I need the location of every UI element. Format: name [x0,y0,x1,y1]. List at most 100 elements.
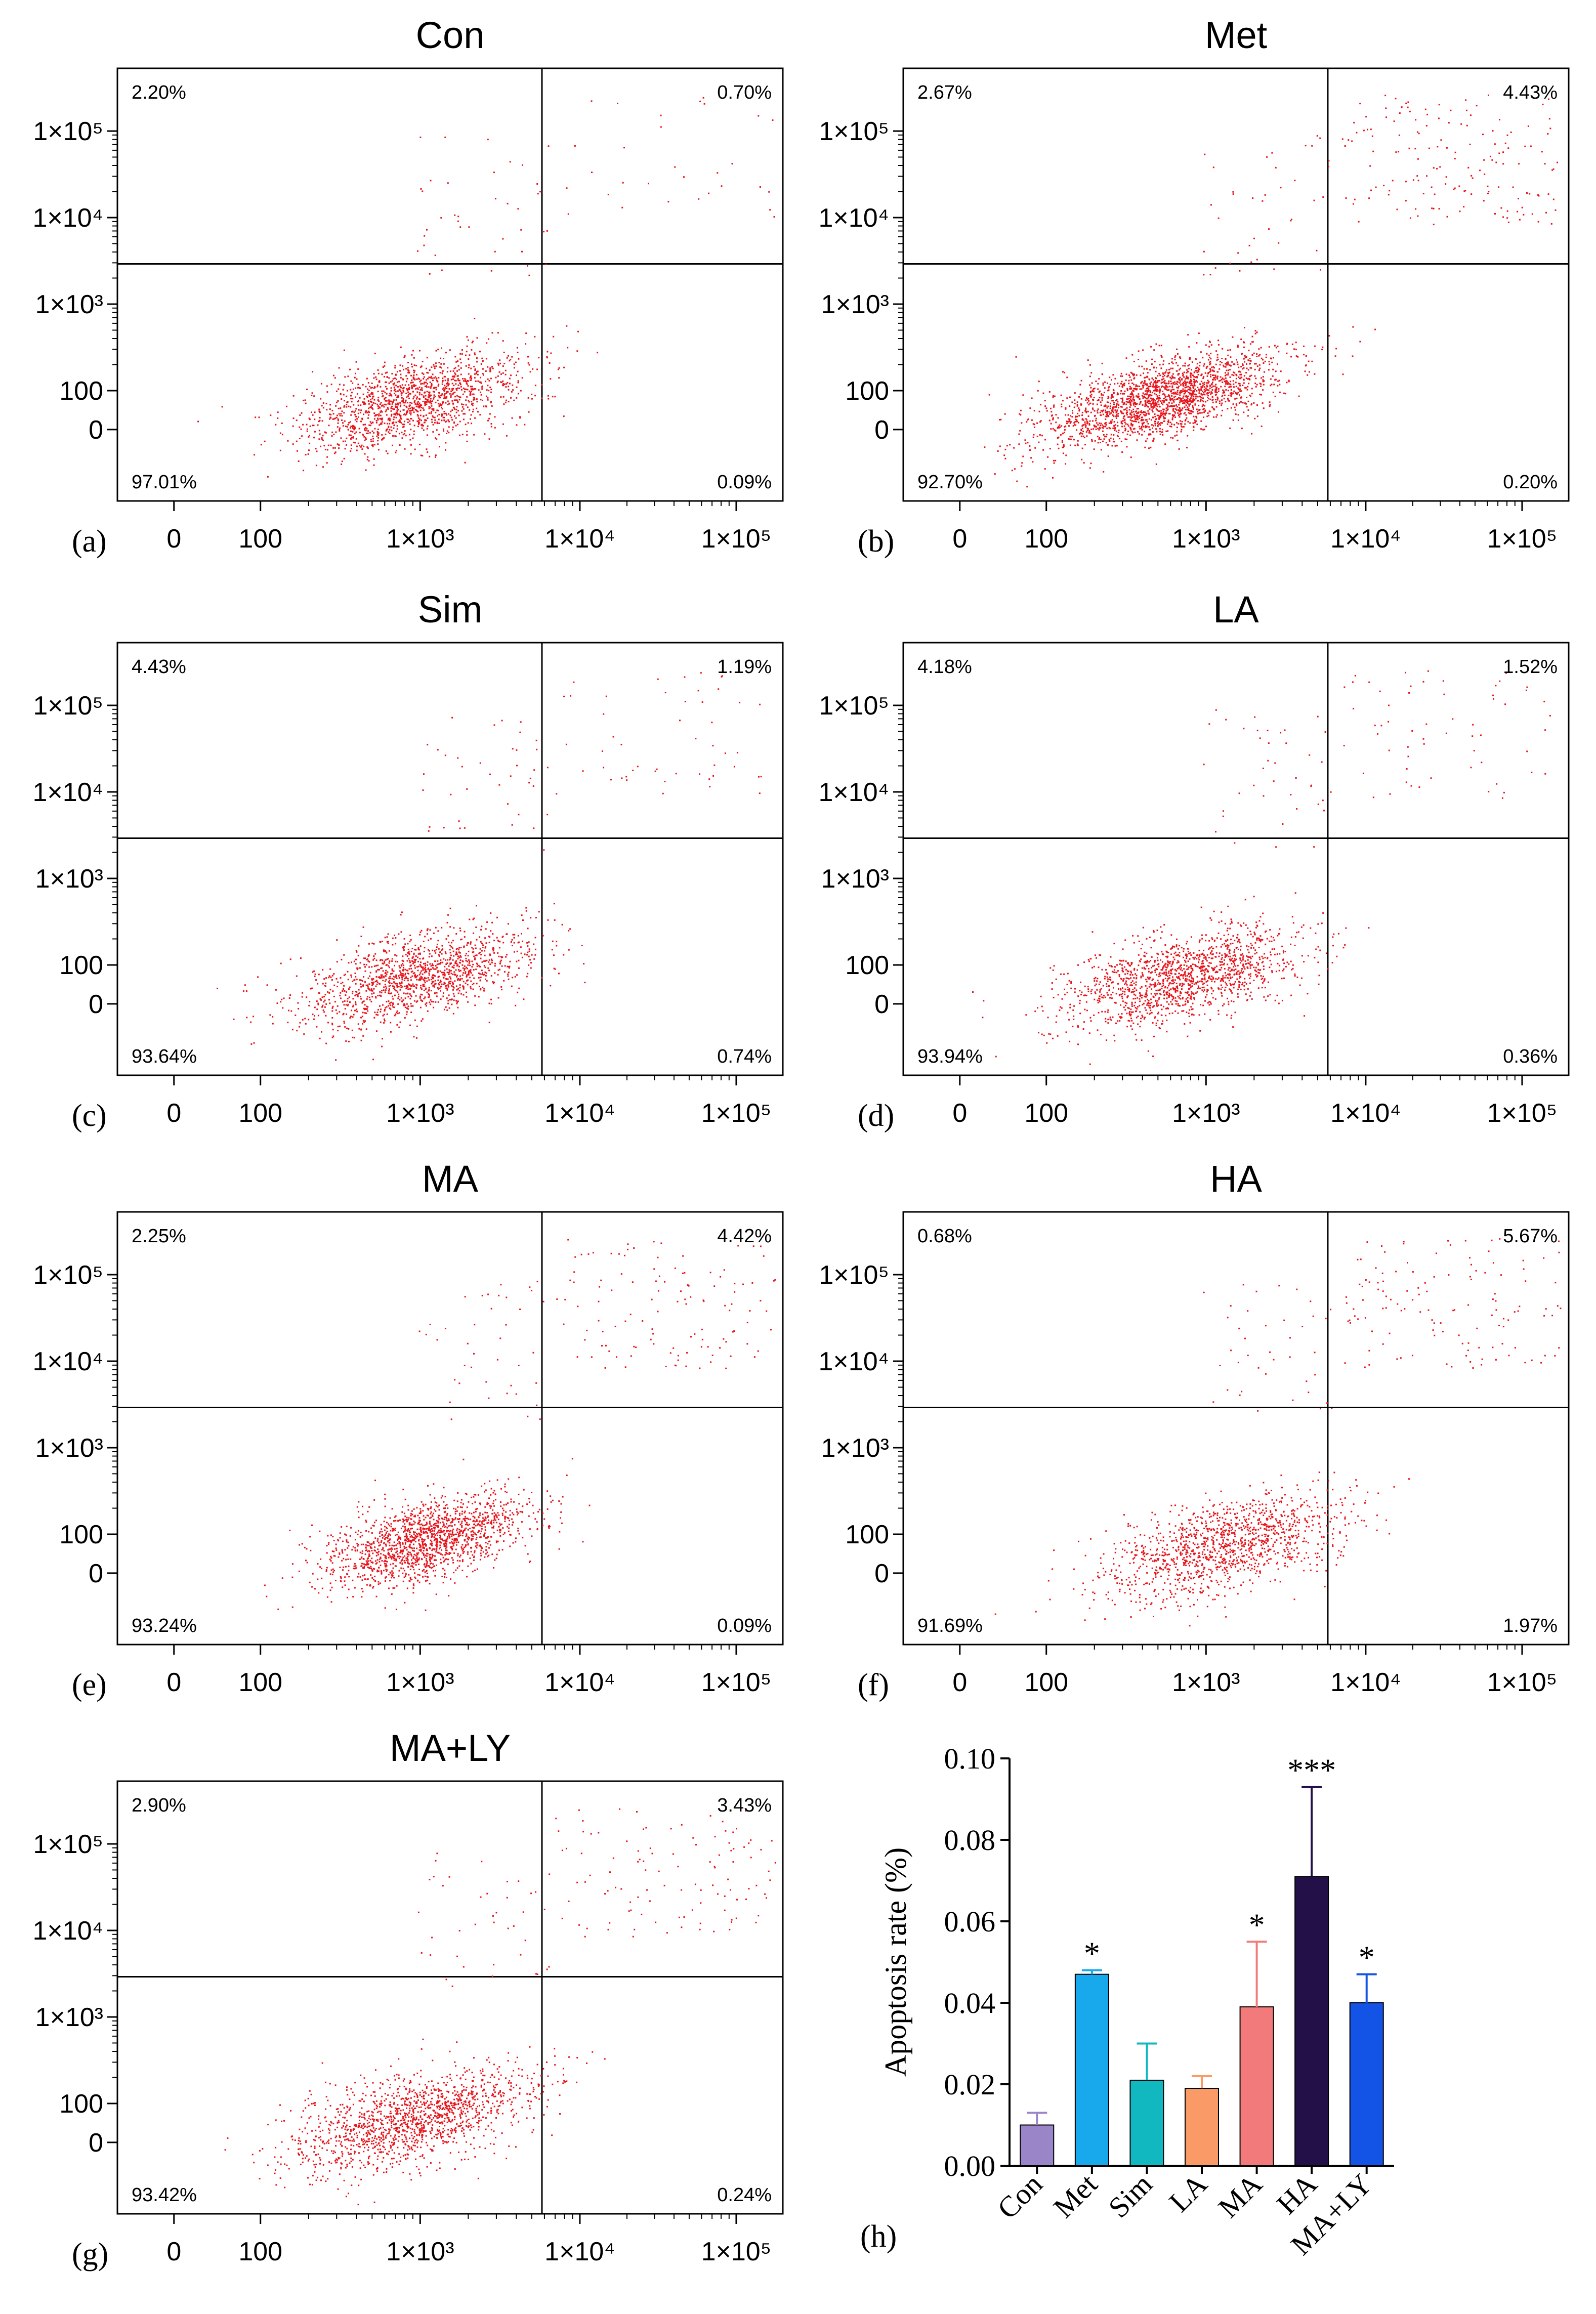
x-tick-label: 1×10⁴ [544,2237,615,2266]
y-tick-label: 0 [874,1559,889,1588]
x-tick-label: 0 [952,1668,967,1697]
quadrant-ur-percent: 0.70% [717,82,772,103]
panel-letter: (h) [860,2219,897,2254]
y-tick-label: 1×10³ [35,290,103,319]
bar-sim [1129,2079,1164,2167]
x-tick-label: 1×10³ [386,524,454,554]
y-tick-label: 1×10³ [821,290,889,319]
y-tick-label: 100 [59,951,103,980]
quadrant-lr-percent: 0.09% [717,472,772,493]
y-tick-label: 1×10³ [35,2003,103,2032]
event-dots [966,94,1558,488]
event-dots-path [972,670,1551,1065]
flow-panel-e: MA 2.25% 4.42% 93.24% 0.09% 1×10⁵ 1×10⁴ 1×10³ 10… [33,1158,784,1702]
bar-y-tick-label: 0.02 [944,2068,996,2101]
quadrant-lr-percent: 0.09% [717,1615,772,1636]
y-tick-label: 1×10⁴ [819,1347,889,1376]
y-tick-label: 1×10⁵ [819,117,889,146]
x-tick-label: 0 [166,1668,181,1697]
bar-category-label: MA [1212,2167,1269,2224]
panel-letter: (f) [858,1668,889,1702]
flow-panel-a: Con 2.20% 0.70% 97.01% 0.09% 1×10⁵ 1×10⁴ 1×10³ 1… [33,14,784,559]
quadrant-ll-percent: 93.94% [917,1046,983,1067]
x-tick-label: 1×10⁴ [1330,1668,1401,1697]
flow-panel-d: LA 4.18% 1.52% 93.94% 0.36% 1×10⁵ 1×10⁴ 1×10³ 10… [819,588,1570,1133]
quadrant-lr-percent: 0.74% [717,1046,772,1067]
x-tick-label: 100 [1024,1668,1068,1697]
plot-frame [116,1780,784,2215]
plot-frame [116,1211,784,1646]
quadrant-ur-percent: 1.19% [717,656,772,678]
significance-mark: * [1249,1907,1265,1943]
plot-frame [902,1211,1570,1646]
quadrant-ur-percent: 1.52% [1503,656,1558,678]
event-dots [197,97,775,478]
bar-ma [1239,2006,1274,2167]
quadrant-ur-percent: 4.43% [1503,82,1558,103]
y-tick-label: 1×10⁴ [33,203,103,233]
event-dots-path [217,672,762,1061]
panel-letter: (d) [858,1099,894,1133]
event-dots [217,672,762,1061]
x-tick-label: 1×10⁴ [544,524,615,554]
y-tick-label: 1×10⁵ [33,117,103,146]
quadrant-ul-percent: 2.25% [132,1226,186,1247]
bar-y-tick-label: 0.00 [944,2150,996,2182]
y-tick-label: 1×10³ [821,1434,889,1463]
y-tick-label: 1×10⁴ [33,778,103,807]
x-tick-label: 100 [1024,524,1068,554]
event-dots [972,670,1551,1065]
event-dots-path [197,97,775,478]
panel-letter: (e) [72,1668,107,1702]
y-tick-label: 100 [59,1520,103,1549]
x-tick-label: 0 [952,1099,967,1128]
y-tick-label: 0 [89,415,103,445]
quadrant-ur-percent: 5.67% [1503,1226,1558,1247]
x-tick-label: 1×10⁴ [1330,1099,1401,1128]
quadrant-ll-percent: 93.24% [132,1615,197,1636]
bar-category-label: Met [1047,2167,1104,2224]
y-tick-label: 100 [59,2089,103,2119]
quadrant-ll-percent: 97.01% [132,472,197,493]
quadrant-ul-percent: 4.43% [132,656,186,678]
x-tick-label: 1×10⁵ [701,2237,772,2266]
x-tick-label: 100 [238,524,282,554]
bar-category-label: Con [991,2167,1048,2225]
quadrant-ul-percent: 4.18% [917,656,972,678]
x-tick-label: 1×10³ [1172,524,1240,554]
event-dots-path [224,1808,776,2206]
flow-panel-c: Sim 4.43% 1.19% 93.64% 0.74% 1×10⁵ 1×10⁴ 1×10³ 1… [33,588,784,1133]
x-tick-label: 0 [166,2237,181,2266]
quadrant-lr-percent: 1.97% [1503,1615,1558,1636]
panel-title: MA+LY [390,1727,511,1769]
bar-y-tick-label: 0.10 [944,1742,996,1775]
y-tick-label: 1×10⁵ [33,1830,103,1859]
panel-title: Con [416,14,485,56]
x-tick-label: 1×10⁵ [701,524,772,554]
bar-y-tick-label: 0.06 [944,1905,996,1938]
x-tick-label: 100 [238,1099,282,1128]
bar-ma-ly [1349,2002,1384,2166]
plot-frame [116,67,784,502]
event-dots-path [966,94,1558,488]
y-tick-label: 1×10⁴ [819,778,889,807]
bar-category-label: LA [1163,2167,1214,2218]
y-tick-label: 1×10⁴ [33,1347,103,1376]
event-dots-path [994,1238,1562,1627]
x-tick-label: 1×10³ [386,2237,454,2266]
y-tick-label: 1×10⁵ [819,691,889,721]
y-tick-label: 1×10⁵ [33,691,103,721]
event-dots [224,1808,776,2206]
panel-letter: (a) [72,524,107,559]
bar-y-tick-label: 0.04 [944,1987,996,2020]
event-dots [264,1239,776,1611]
y-tick-label: 1×10³ [821,864,889,894]
panel-letter: (g) [72,2237,108,2271]
event-dots [994,1238,1562,1627]
panel-title: LA [1213,588,1259,630]
panel-title: Sim [418,588,482,630]
y-tick-label: 100 [59,376,103,406]
y-tick-label: 0 [89,1559,103,1588]
y-tick-label: 1×10⁴ [819,203,889,233]
panel-title: HA [1210,1158,1262,1200]
